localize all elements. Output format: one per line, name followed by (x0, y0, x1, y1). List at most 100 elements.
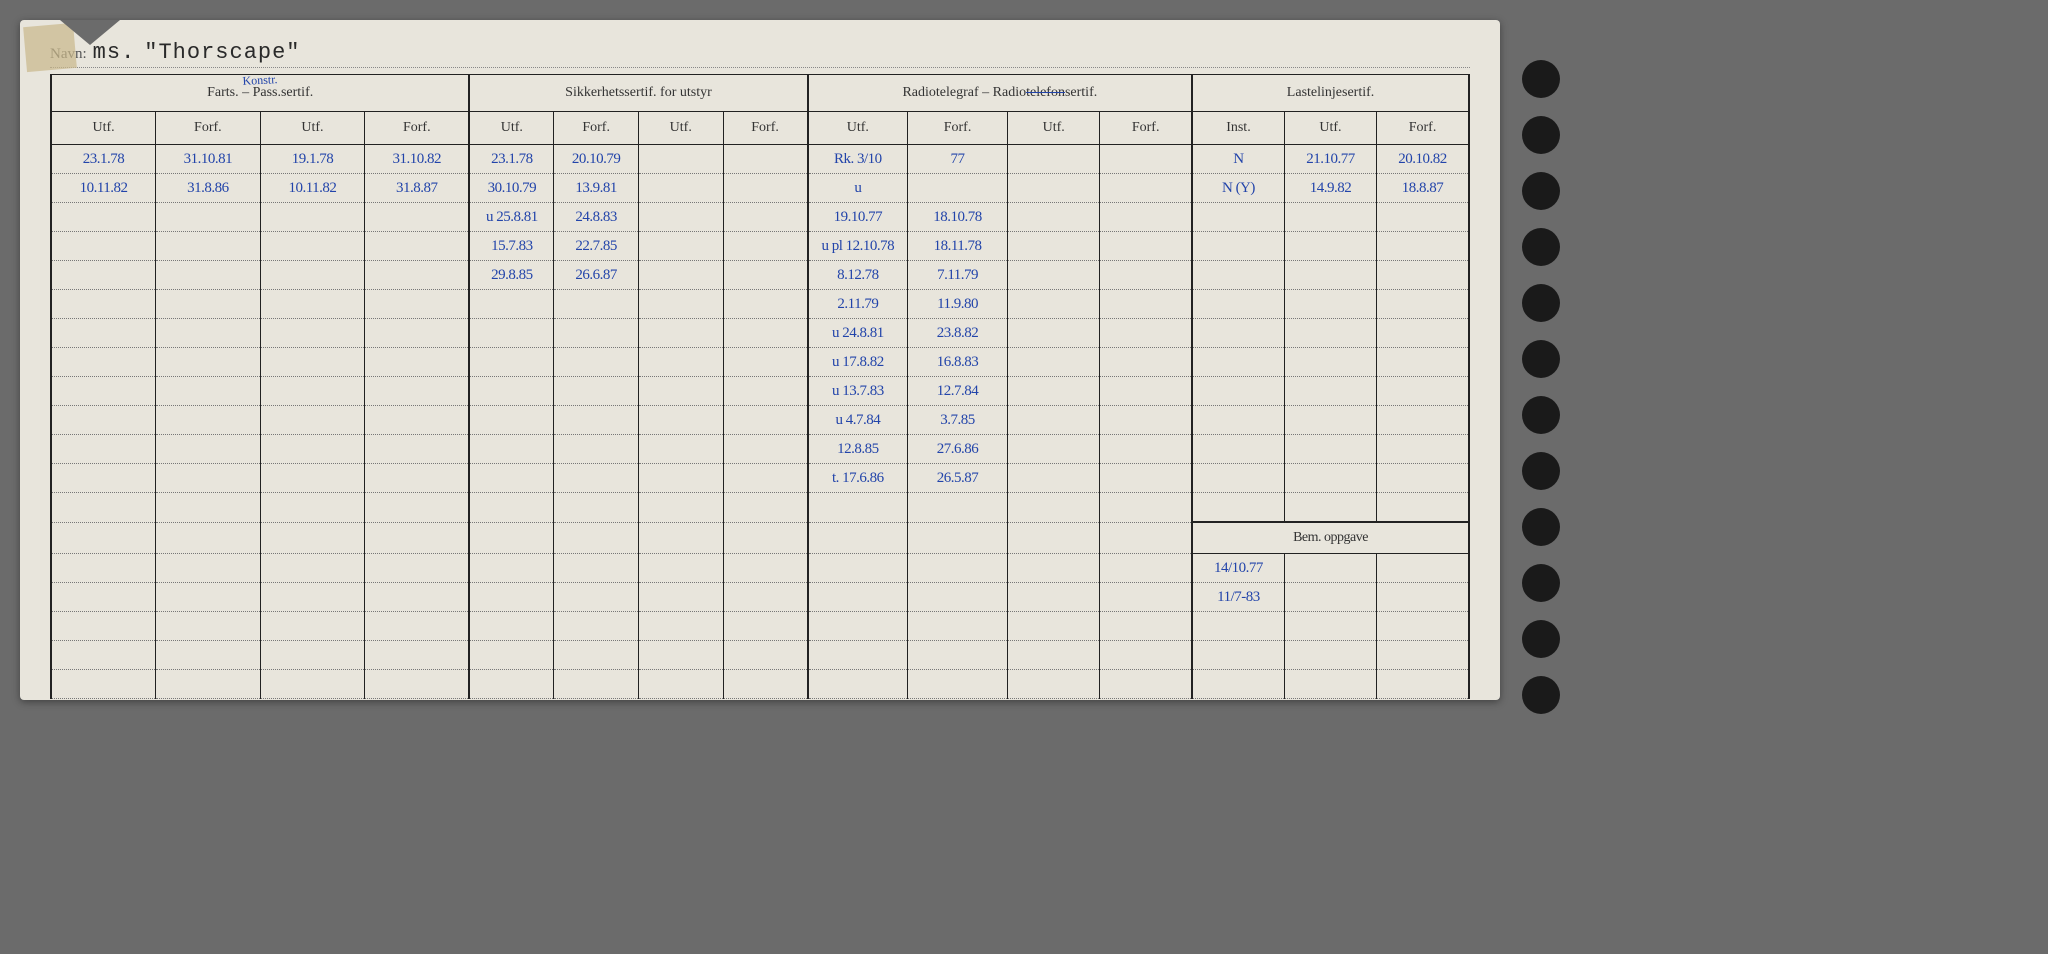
binder-holes (1522, 60, 1560, 714)
cell: 12.7.84 (908, 377, 1008, 406)
cell (260, 612, 365, 641)
cell: 14/10.77 (1192, 554, 1284, 583)
cell (1008, 583, 1100, 612)
cell (808, 493, 908, 523)
cell (638, 670, 723, 699)
cell (469, 348, 554, 377)
certificate-table: Farts. – Pass.sertif. Konstr. Sikkerhets… (50, 74, 1470, 699)
cell (1100, 145, 1192, 174)
cell (1100, 232, 1192, 261)
col-h: Utf. (51, 112, 156, 145)
cell: 10.11.82 (51, 174, 156, 203)
cell (156, 612, 261, 641)
cell (1100, 583, 1192, 612)
cell: 19.1.78 (260, 145, 365, 174)
cell (1100, 435, 1192, 464)
cell (908, 554, 1008, 583)
cell: u 4.7.84 (808, 406, 908, 435)
annotation-konstr: Konstr. (242, 72, 278, 89)
cell (51, 232, 156, 261)
cell (260, 583, 365, 612)
cell (365, 203, 470, 232)
cell (51, 612, 156, 641)
cell (638, 232, 723, 261)
cell (908, 612, 1008, 641)
cell (1008, 348, 1100, 377)
cell: u pl 12.10.78 (808, 232, 908, 261)
cell: 77 (908, 145, 1008, 174)
cell (1192, 406, 1284, 435)
cell: 23.8.82 (908, 319, 1008, 348)
cell (260, 377, 365, 406)
col-h: Utf. (1008, 112, 1100, 145)
cell (723, 583, 808, 612)
cell (554, 670, 639, 699)
cell (1100, 348, 1192, 377)
cell (156, 348, 261, 377)
cell (260, 348, 365, 377)
cell (638, 406, 723, 435)
cell (260, 670, 365, 699)
cell (1008, 319, 1100, 348)
cell (1377, 319, 1469, 348)
cell (1284, 554, 1376, 583)
cell (1284, 203, 1376, 232)
cell (51, 203, 156, 232)
cell (51, 554, 156, 583)
cell (1192, 377, 1284, 406)
cell (1377, 641, 1469, 670)
cell (1008, 203, 1100, 232)
cell (469, 377, 554, 406)
table-row (51, 641, 1469, 670)
cell (1284, 290, 1376, 319)
cell (908, 583, 1008, 612)
cell: 16.8.83 (908, 348, 1008, 377)
cell: t. 17.6.86 (808, 464, 908, 493)
cell (260, 290, 365, 319)
cell (723, 203, 808, 232)
col-h: Utf. (469, 112, 554, 145)
cell (1100, 377, 1192, 406)
cell: u (808, 174, 908, 203)
cell (260, 435, 365, 464)
table-row (51, 670, 1469, 699)
cell: 18.8.87 (1377, 174, 1469, 203)
cell (1008, 174, 1100, 203)
cell (51, 319, 156, 348)
cell (1192, 290, 1284, 319)
cell (638, 319, 723, 348)
cell (260, 641, 365, 670)
cell (723, 348, 808, 377)
cell (638, 377, 723, 406)
cell: 26.6.87 (554, 261, 639, 290)
cell (638, 174, 723, 203)
cell (1008, 554, 1100, 583)
cell: 11.9.80 (908, 290, 1008, 319)
cell: u 13.7.83 (808, 377, 908, 406)
cell (1377, 203, 1469, 232)
cell (1284, 348, 1376, 377)
cell (469, 290, 554, 319)
ledger-card: Navn: ms. "Thorscape" Farts. – Pass.sert… (20, 20, 1500, 700)
cell (1100, 290, 1192, 319)
cell (808, 554, 908, 583)
cell: 10.11.82 (260, 174, 365, 203)
cell (51, 493, 156, 523)
cell (51, 583, 156, 612)
cell (1284, 406, 1376, 435)
col-h: Forf. (554, 112, 639, 145)
cell (638, 348, 723, 377)
cell: u 24.8.81 (808, 319, 908, 348)
cell (1100, 493, 1192, 523)
table-row: 2.11.7911.9.80 (51, 290, 1469, 319)
cell (723, 670, 808, 699)
cell (260, 464, 365, 493)
cell: 3.7.85 (908, 406, 1008, 435)
cell: 31.8.87 (365, 174, 470, 203)
cell (1100, 406, 1192, 435)
cell: 31.8.86 (156, 174, 261, 203)
cell (156, 377, 261, 406)
cell (156, 641, 261, 670)
cell: u 17.8.82 (808, 348, 908, 377)
cell (51, 464, 156, 493)
